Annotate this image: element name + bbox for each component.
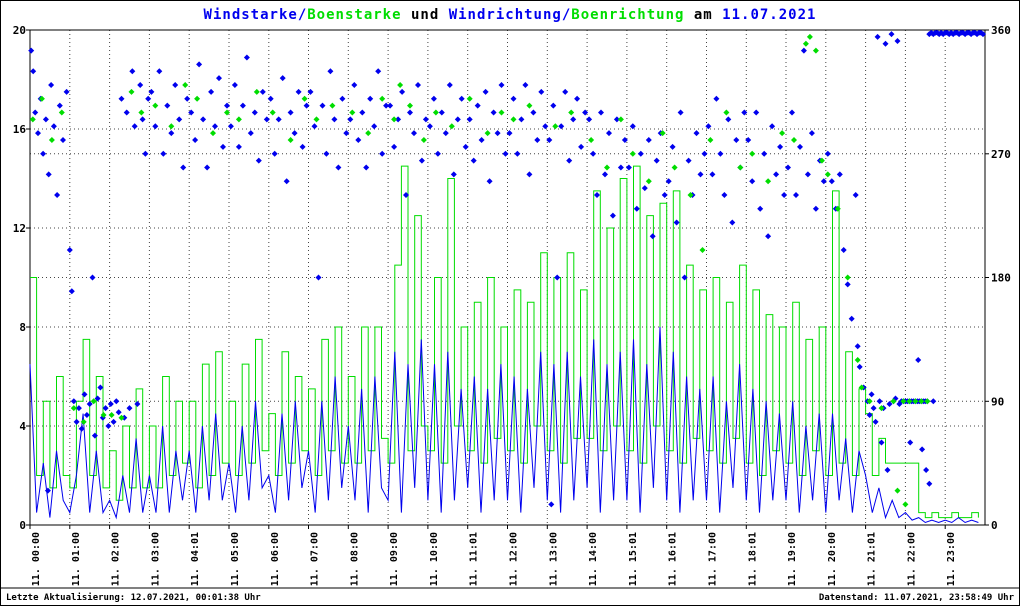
title-segment: Windrichtung/: [449, 7, 572, 23]
x-tick-label: 11. 09:00: [389, 532, 400, 586]
x-tick-label: 11. 12:00: [509, 532, 520, 586]
x-tick-label: 11. 19:00: [787, 532, 798, 586]
x-tick-label: 11. 23:00: [946, 532, 957, 586]
chart-series: [28, 29, 986, 524]
x-tick-label: 11. 17:00: [708, 532, 719, 586]
x-tick-label: 11. 07:00: [310, 532, 321, 586]
chart-title: Windstarke/Boenstarke und Windrichtung/B…: [204, 7, 817, 23]
title-segment: Windstarke/: [204, 7, 308, 23]
x-tick-label: 11. 18:01: [747, 532, 758, 586]
x-tick-label: 11. 21:01: [867, 532, 878, 586]
data-timestamp-label: Datenstand: 11.07.2021, 23:58:49 Uhr: [819, 593, 1015, 603]
y-left-tick-label: 4: [19, 420, 26, 433]
y-right-tick-label: 360: [991, 24, 1011, 37]
x-tick-label: 11. 02:00: [111, 532, 122, 586]
y-left-tick-label: 8: [19, 321, 26, 334]
x-tick-label: 11. 01:00: [71, 532, 82, 586]
x-tick-label: 11. 00:00: [31, 532, 42, 586]
y-left-tick-label: 0: [19, 519, 26, 532]
x-tick-label: 11. 05:00: [230, 532, 241, 586]
axis-labels: 0 4 8 12 16 20 0 90 180 270 360 11. 00:00 11. 01:00 1…: [13, 24, 1011, 586]
series-windstaerke-line: [29, 326, 979, 524]
x-tick-label: 11. 10:00: [429, 532, 440, 586]
title-segment: am: [684, 7, 722, 23]
x-tick-label: 11. 11:01: [469, 532, 480, 586]
x-tick-label: 11. 13:00: [548, 532, 559, 586]
x-tick-label: 11. 15:01: [628, 532, 639, 586]
y-left-tick-label: 20: [13, 24, 26, 37]
title-segment: Boenstarke: [307, 7, 401, 23]
x-tick-label: 11. 22:00: [906, 532, 917, 586]
x-tick-label: 11. 14:00: [588, 532, 599, 586]
title-segment: 11.07.2021: [722, 7, 816, 23]
x-tick-label: 11. 16:01: [668, 532, 679, 586]
y-right-tick-label: 270: [991, 148, 1011, 161]
title-segment: und: [402, 7, 449, 23]
y-right-tick-label: 0: [991, 519, 998, 532]
y-right-tick-label: 180: [991, 272, 1011, 285]
y-left-tick-label: 16: [13, 123, 27, 136]
x-tick-label: 11. 04:01: [190, 532, 201, 586]
footer: Letzte Aktualisierung: 12.07.2021, 00:01…: [1, 587, 1019, 603]
y-right-tick-label: 90: [991, 395, 1004, 408]
y-left-tick-label: 12: [13, 222, 26, 235]
x-tick-label: 11. 06:00: [270, 532, 281, 586]
x-tick-label: 11. 03:00: [150, 532, 161, 586]
x-tick-label: 11. 08:00: [349, 532, 360, 586]
x-tick-label: 11. 20:00: [827, 532, 838, 586]
last-update-label: Letzte Aktualisierung: 12.07.2021, 00:01…: [6, 592, 261, 603]
title-segment: Boenrichtung: [571, 7, 684, 23]
